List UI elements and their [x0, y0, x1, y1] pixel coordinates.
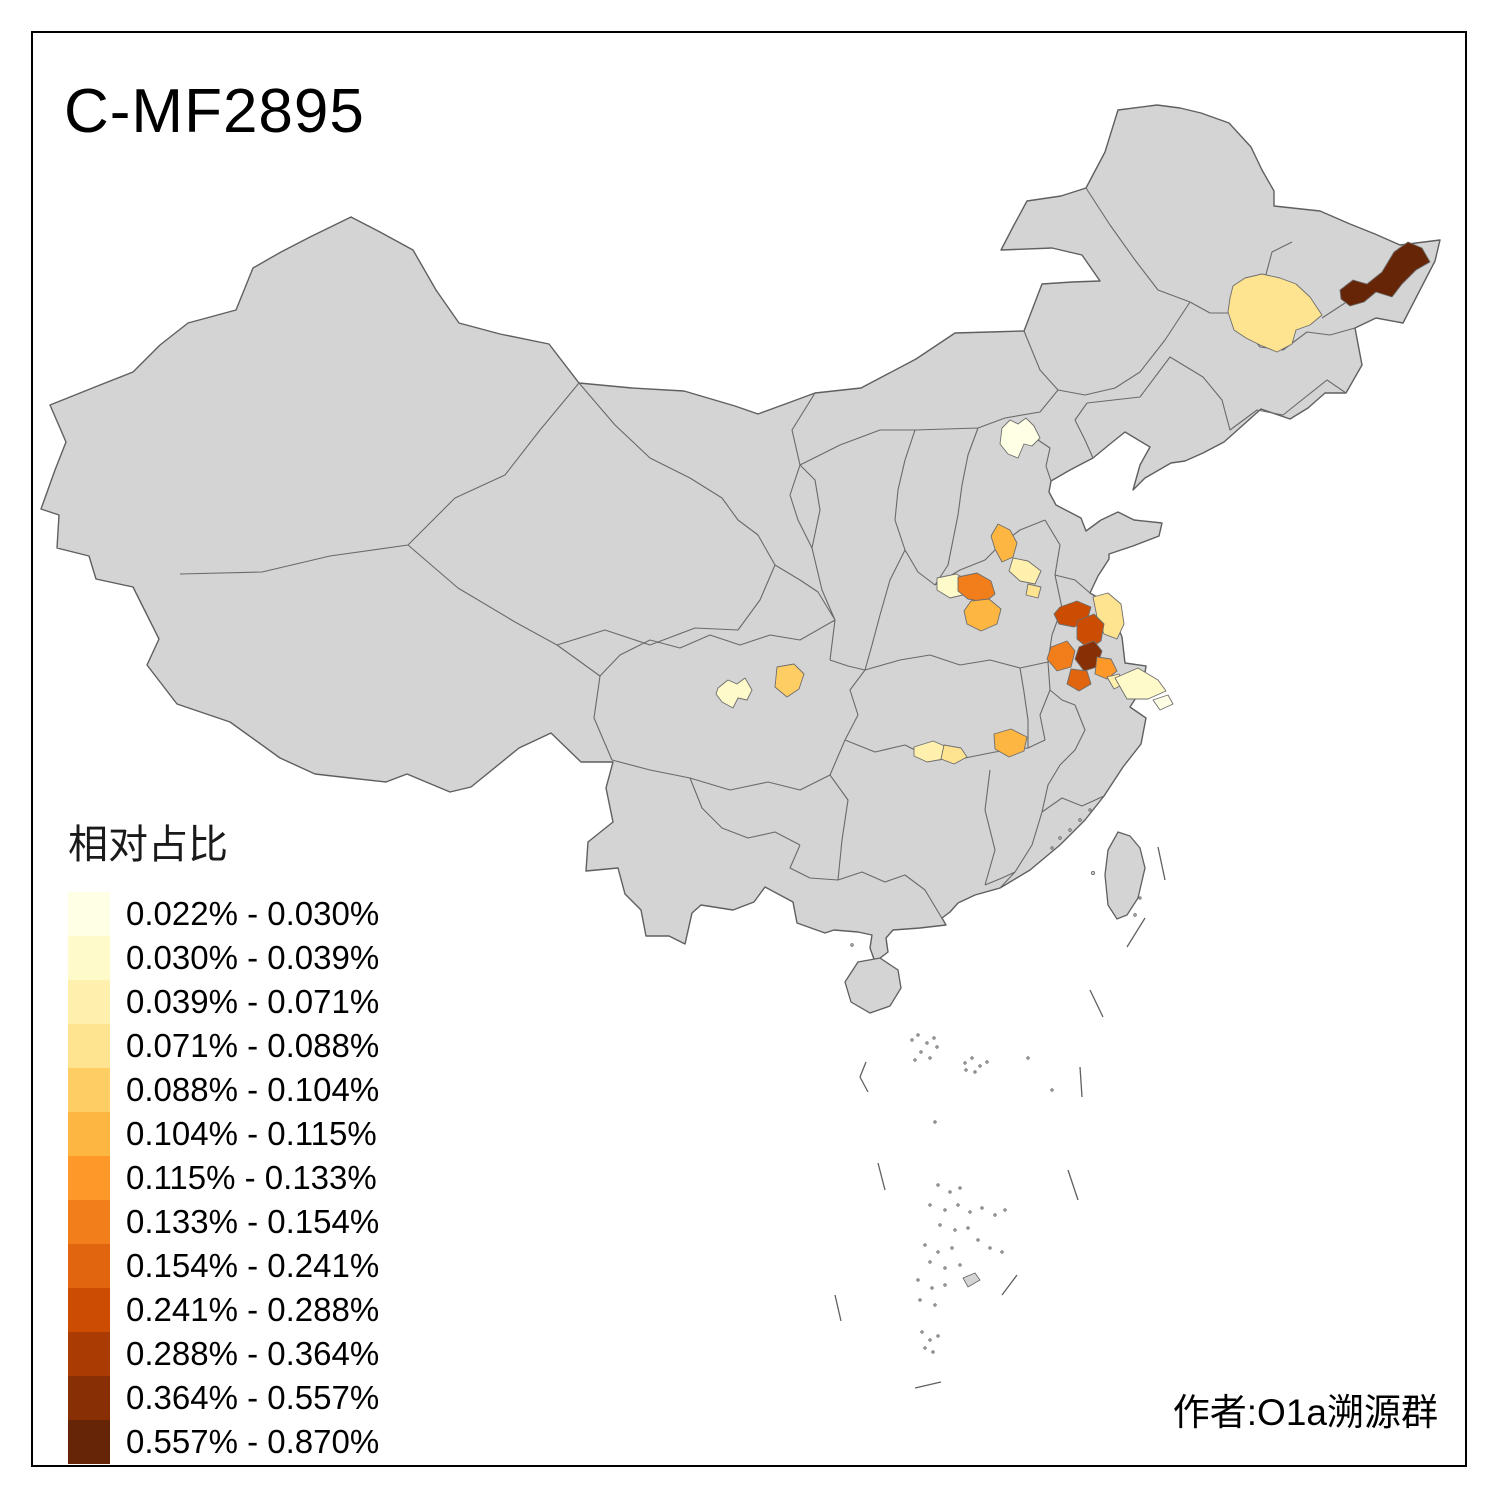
- legend-range-label: 0.557% - 0.870%: [126, 1423, 380, 1460]
- legend-swatch: [68, 1068, 110, 1112]
- legend-range-label: 0.088% - 0.104%: [126, 1071, 380, 1108]
- map-region: [774, 663, 805, 698]
- legend-range-label: 0.133% - 0.154%: [126, 1203, 380, 1240]
- legend-item: 0.154% - 0.241%: [68, 1244, 379, 1288]
- legend-swatch: [68, 1200, 110, 1244]
- hainan-island: [844, 957, 902, 1014]
- map-region: [990, 523, 1018, 563]
- legend-item: 0.039% - 0.071%: [68, 980, 379, 1024]
- map-region: [957, 572, 996, 603]
- legend-range-label: 0.364% - 0.557%: [126, 1379, 380, 1416]
- legend-swatch: [68, 1024, 110, 1068]
- map-region: [1094, 656, 1118, 680]
- legend-item: 0.288% - 0.364%: [68, 1332, 379, 1376]
- legend-range-label: 0.288% - 0.364%: [126, 1335, 380, 1372]
- map-region: [1152, 694, 1174, 711]
- legend-range-label: 0.039% - 0.071%: [126, 983, 380, 1020]
- legend-range-label: 0.030% - 0.039%: [126, 939, 380, 976]
- legend-item: 0.088% - 0.104%: [68, 1068, 379, 1112]
- legend-swatch: [68, 980, 110, 1024]
- map-region: [940, 744, 968, 765]
- legend-range-label: 0.154% - 0.241%: [126, 1247, 380, 1284]
- legend-item: 0.022% - 0.030%: [68, 892, 379, 936]
- map-region: [715, 677, 753, 709]
- legend-swatch: [68, 936, 110, 980]
- legend-swatch: [68, 1420, 110, 1464]
- map-region: [1066, 668, 1092, 692]
- legend-range-label: 0.022% - 0.030%: [126, 895, 380, 932]
- map-region: [1076, 613, 1105, 650]
- legend-swatch: [68, 1112, 110, 1156]
- legend-range-label: 0.241% - 0.288%: [126, 1291, 380, 1328]
- legend-swatch: [68, 1332, 110, 1376]
- legend-item: 0.115% - 0.133%: [68, 1156, 379, 1200]
- legend-swatch: [68, 1156, 110, 1200]
- legend-swatch: [68, 1244, 110, 1288]
- province-borders: [179, 187, 1356, 926]
- legend-title: 相对占比: [68, 823, 228, 867]
- map-region: [1025, 583, 1042, 599]
- map-region: [1339, 241, 1431, 307]
- map-region: [999, 417, 1041, 459]
- map-region: [1046, 640, 1076, 672]
- legend-swatch: [68, 1288, 110, 1332]
- legend-item: 0.030% - 0.039%: [68, 936, 379, 980]
- legend-item: 0.071% - 0.088%: [68, 1024, 379, 1068]
- legend-swatch: [68, 1376, 110, 1420]
- legend-item: 0.241% - 0.288%: [68, 1288, 379, 1332]
- legend-swatch: [68, 892, 110, 936]
- map-region: [993, 728, 1028, 758]
- legend-range-label: 0.115% - 0.133%: [126, 1159, 377, 1196]
- small-islands: [850, 808, 1142, 1354]
- sea-boundary-dashes: [834, 846, 1166, 1389]
- map-region: [1227, 273, 1323, 353]
- legend-item: 0.364% - 0.557%: [68, 1376, 379, 1420]
- taiwan-island: [1104, 831, 1146, 920]
- mainland-outline: [40, 104, 1441, 963]
- legend-rows: 0.022% - 0.030% 0.030% - 0.039% 0.039% -…: [68, 892, 379, 1464]
- legend-range-label: 0.104% - 0.115%: [126, 1115, 377, 1152]
- legend-range-label: 0.071% - 0.088%: [126, 1027, 380, 1064]
- page-title: C-MF2895: [64, 77, 365, 146]
- map-region: [963, 598, 1002, 632]
- map-region: [1008, 557, 1042, 585]
- legend-item: 0.104% - 0.115%: [68, 1112, 379, 1156]
- legend-item: 0.133% - 0.154%: [68, 1200, 379, 1244]
- map-region: [1114, 667, 1167, 700]
- legend: 相对占比 0.022% - 0.030% 0.030% - 0.039% 0.0…: [68, 812, 379, 1464]
- legend-item: 0.557% - 0.870%: [68, 1420, 379, 1464]
- attribution-text: 作者:O1a溯源群: [1172, 1392, 1438, 1433]
